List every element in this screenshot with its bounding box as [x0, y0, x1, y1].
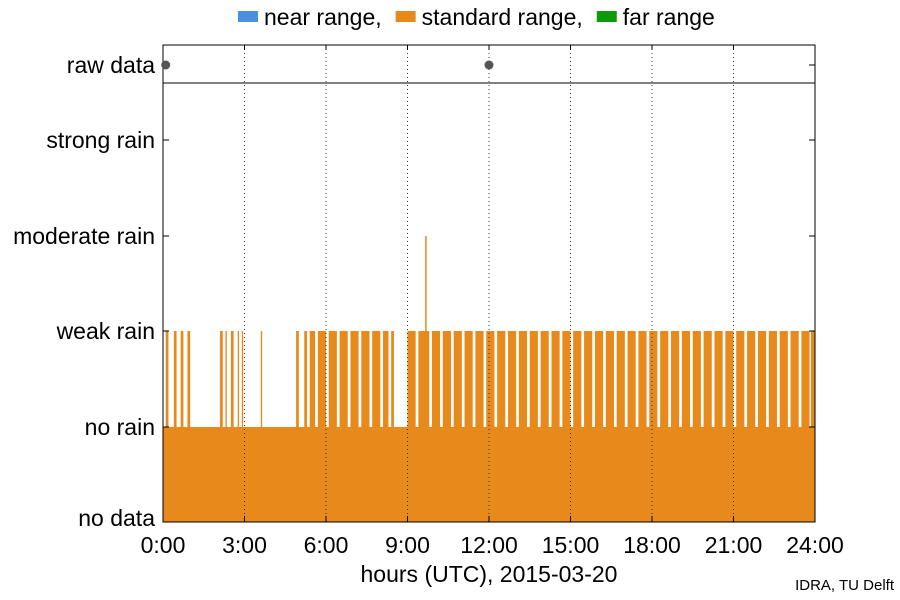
y-label-2: weak rain — [56, 318, 155, 344]
weak-rain-bar-8 — [241, 331, 244, 427]
legend-swatch-0 — [238, 11, 258, 22]
weak-rain-bar-53 — [757, 331, 767, 427]
y-label-1: no rain — [85, 414, 155, 440]
weak-rain-bar-45 — [671, 331, 680, 427]
weak-rain-bar-1 — [173, 331, 177, 427]
weak-rain-bar-6 — [230, 331, 234, 427]
weak-rain-bar-36 — [573, 331, 582, 427]
x-tick-label-6: 18:00 — [623, 532, 681, 558]
weak-rain-bar-37 — [584, 331, 593, 427]
weak-rain-bar-28 — [486, 331, 495, 427]
credit-label: IDRA, TU Delft — [795, 577, 894, 594]
weak-rain-bar-20 — [391, 331, 394, 427]
weak-rain-bar-31 — [518, 331, 528, 427]
weak-rain-bar-25 — [453, 331, 462, 427]
x-tick-label-7: 21:00 — [705, 532, 763, 558]
weak-rain-bar-38 — [594, 331, 604, 427]
series-baseline-fill — [163, 427, 815, 522]
weak-rain-bar-10 — [296, 331, 299, 427]
weak-rain-bar-47 — [692, 331, 701, 427]
weak-rain-bar-41 — [627, 331, 636, 427]
weak-rain-bar-11 — [304, 331, 307, 427]
weak-rain-bar-23 — [431, 331, 441, 427]
weak-rain-bar-26 — [464, 331, 473, 427]
weak-rain-bar-12 — [309, 331, 316, 427]
weak-rain-bar-24 — [442, 331, 451, 427]
weak-rain-bar-15 — [339, 331, 348, 427]
legend-label-0: near range, — [264, 4, 382, 30]
rain-peak-0 — [425, 236, 427, 427]
weak-rain-bar-48 — [703, 331, 712, 427]
legend-swatch-2 — [596, 11, 617, 22]
weak-rain-bar-46 — [681, 331, 691, 427]
weak-rain-bar-17 — [361, 331, 370, 427]
legend-label-2: far range — [623, 4, 715, 30]
weak-rain-bar-32 — [529, 331, 538, 427]
weak-rain-bar-51 — [736, 331, 745, 427]
weak-rain-bar-16 — [350, 331, 359, 427]
weak-rain-bar-56 — [790, 331, 799, 427]
raw-data-marker-1 — [484, 60, 494, 70]
x-tick-label-8: 24:00 — [786, 532, 844, 558]
weak-rain-bar-13 — [317, 331, 326, 427]
weak-rain-bar-34 — [551, 331, 560, 427]
weak-rain-bar-50 — [725, 331, 734, 427]
weak-rain-bar-18 — [372, 331, 381, 427]
weak-rain-bar-5 — [225, 331, 227, 427]
weak-rain-bar-29 — [497, 331, 506, 427]
weak-rain-bar-49 — [714, 331, 723, 427]
weak-rain-bar-40 — [616, 331, 625, 427]
raw-data-marker-0 — [161, 60, 171, 70]
y-label-4: strong rain — [46, 127, 155, 153]
weak-rain-bar-33 — [540, 331, 549, 427]
weak-rain-bar-3 — [187, 331, 191, 427]
weak-rain-bar-52 — [747, 331, 756, 427]
x-tick-label-1: 3:00 — [222, 532, 267, 558]
weak-rain-bar-43 — [649, 331, 658, 427]
weak-rain-bar-30 — [508, 331, 517, 427]
weak-rain-bar-27 — [475, 331, 484, 427]
x-tick-label-2: 6:00 — [304, 532, 349, 558]
weak-rain-bar-19 — [383, 331, 389, 427]
y-label-3: moderate rain — [13, 223, 155, 249]
legend-swatch-1 — [395, 11, 416, 22]
legend-label-1: standard range, — [422, 4, 583, 30]
y-label-raw-data: raw data — [67, 52, 155, 78]
x-tick-label-0: 0:00 — [141, 532, 186, 558]
x-axis-label: hours (UTC), 2015-03-20 — [361, 561, 618, 587]
weak-rain-bar-9 — [260, 331, 263, 427]
weak-rain-bar-42 — [638, 331, 647, 427]
weak-rain-bar-0 — [165, 331, 169, 427]
weak-rain-bar-54 — [768, 331, 777, 427]
weak-rain-bar-39 — [605, 331, 614, 427]
weak-rain-bar-7 — [237, 331, 240, 427]
weak-rain-bar-2 — [180, 331, 184, 427]
weak-rain-bar-35 — [562, 331, 571, 427]
weak-rain-bar-4 — [220, 331, 223, 427]
weak-rain-bar-44 — [660, 331, 669, 427]
weak-rain-bar-22 — [418, 331, 430, 427]
weak-rain-bar-21 — [407, 331, 416, 427]
x-tick-label-5: 15:00 — [542, 532, 600, 558]
x-tick-label-3: 9:00 — [385, 532, 430, 558]
weak-rain-bar-58 — [810, 331, 815, 427]
x-tick-label-4: 12:00 — [460, 532, 518, 558]
weak-rain-bar-57 — [801, 331, 810, 427]
weak-rain-bar-14 — [328, 331, 337, 427]
weak-rain-bar-55 — [779, 331, 788, 427]
y-label-0: no data — [78, 505, 155, 531]
